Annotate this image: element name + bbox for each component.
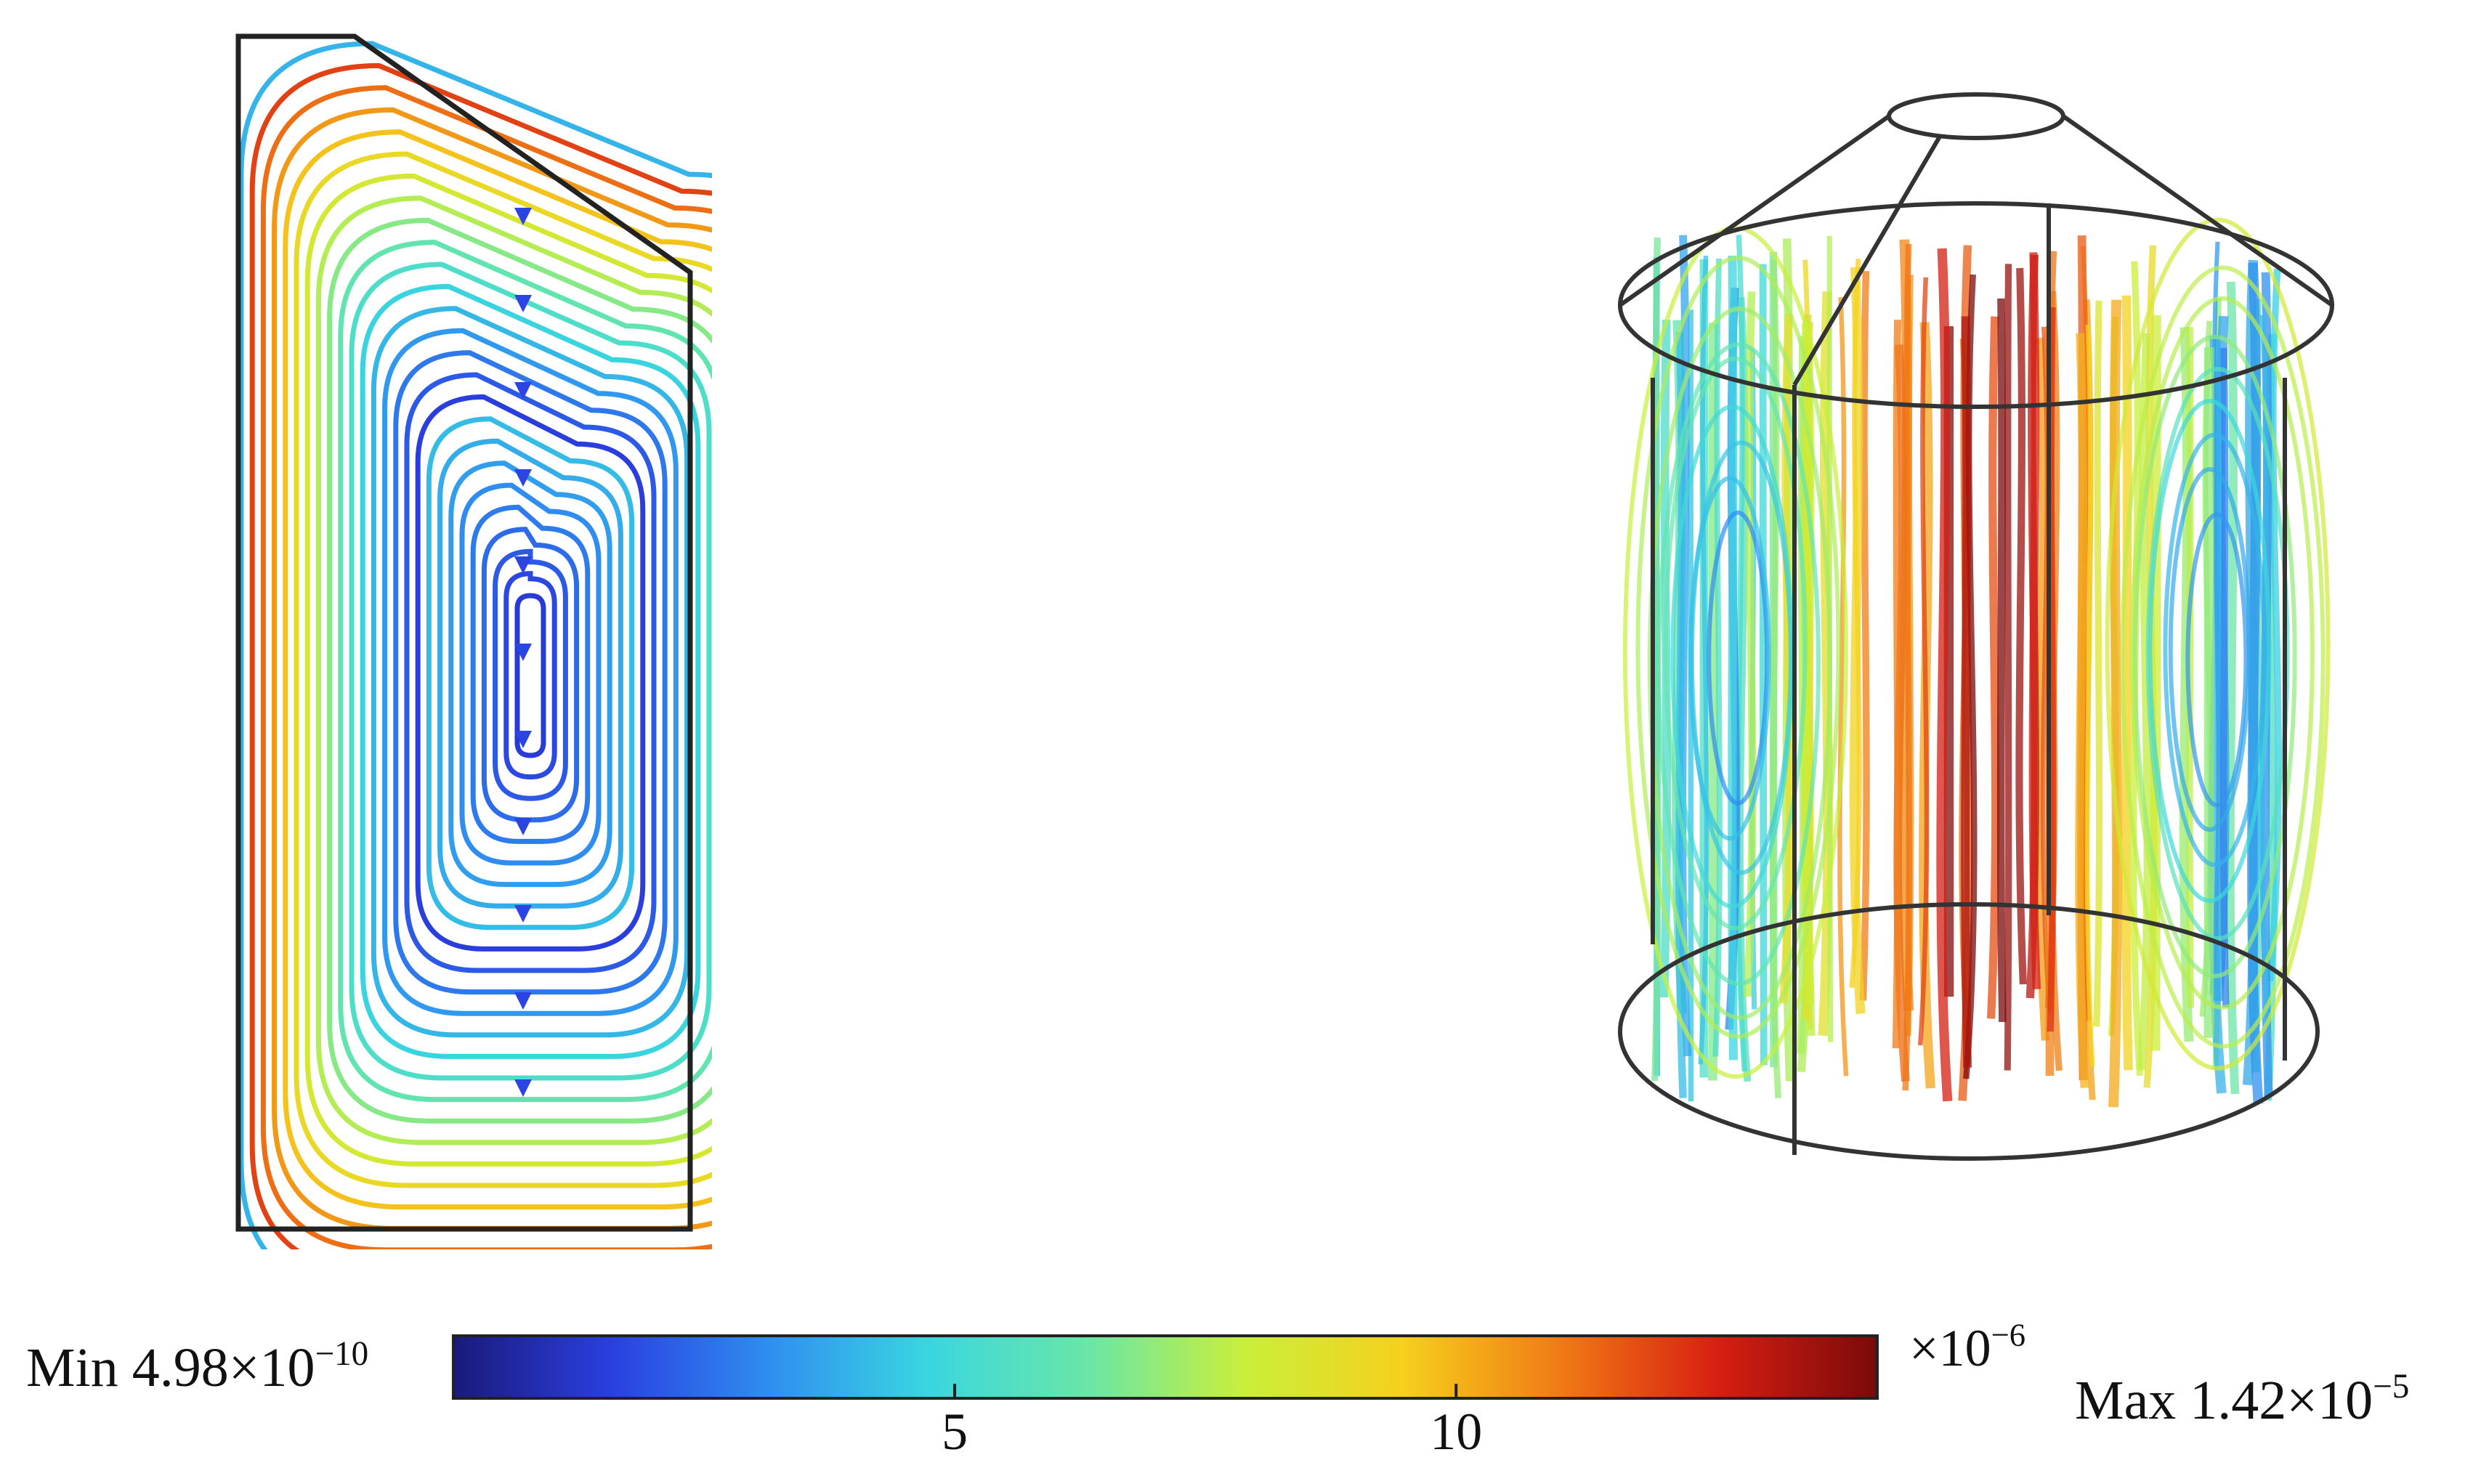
streamline-arrow: [514, 295, 532, 312]
colorbar-min-label: Min 4.98×10−10: [26, 1334, 369, 1398]
left-streamline: [448, 461, 612, 888]
streamline-arrow: [514, 644, 532, 661]
right-streamline: [2219, 347, 2230, 1008]
right-streamline: [2047, 307, 2057, 1032]
left-streamline: [514, 593, 546, 758]
right-streamline: [1735, 235, 1748, 1071]
streamline-arrow: [514, 992, 532, 1010]
cone-edge-left: [1619, 114, 1890, 307]
right-streamline: [2093, 300, 2103, 1027]
left-streamlines: [238, 41, 712, 1249]
right-streamline: [1902, 243, 1913, 1091]
right-streamline: [2015, 267, 2027, 985]
right-streamline: [1917, 277, 1930, 1046]
streamline-arrow: [514, 469, 532, 487]
right-vortex-loop: [1663, 356, 1808, 930]
left-streamline: [503, 571, 557, 780]
streamline-arrow: [514, 1079, 532, 1097]
left-streamline: [304, 173, 712, 1167]
right-streamline: [2267, 269, 2282, 982]
cone-edge-front: [1792, 135, 1942, 386]
left-streamline: [426, 416, 635, 930]
right-3d-cylinder-panel: [1618, 92, 2334, 1161]
right-vortex-loop: [2185, 512, 2249, 808]
left-streamline: [437, 438, 623, 909]
streamline-arrow: [514, 905, 532, 923]
right-streamline: [2028, 252, 2041, 989]
right-streamline: [2075, 333, 2089, 1088]
left-domain-outline: [235, 33, 693, 1232]
right-vortex-loop: [2145, 367, 2290, 941]
cylinder-top-ellipse: [1618, 201, 2334, 409]
left-streamline: [260, 85, 712, 1249]
right-streamlines: [1622, 217, 2331, 1108]
right-streamline: [2004, 264, 2012, 1071]
right-streamline: [1986, 316, 2000, 1019]
streamline-arrow: [514, 731, 532, 748]
left-streamline: [283, 129, 712, 1210]
cylinder-bottom-ellipse: [1618, 902, 2320, 1161]
right-vortex-loop: [1635, 255, 1841, 1039]
left-streamline: [415, 394, 646, 952]
left-streamline: [294, 151, 712, 1188]
left-streamline: [371, 306, 690, 1038]
right-vortex-loop: [2163, 432, 2267, 867]
right-streamline: [1779, 313, 1794, 1004]
left-streamline: [338, 240, 712, 1103]
streamline-arrow: [514, 818, 532, 835]
left-streamline: [382, 328, 679, 1016]
right-vortex-loop: [2168, 467, 2251, 832]
streamline-arrow: [514, 208, 532, 225]
cone-top-ellipse: [1887, 92, 2065, 140]
right-streamline: [2108, 299, 2122, 1108]
right-vortex-loop: [1670, 404, 1794, 909]
colorbar-tick-label-0: 5: [942, 1403, 968, 1461]
streamline-arrow: [514, 382, 532, 400]
right-streamline: [1859, 271, 1870, 1001]
right-streamline: [1743, 291, 1757, 997]
right-streamline: [1728, 255, 1739, 1061]
right-streamline: [2209, 241, 2221, 995]
colorbar-multiplier-label: ×10−6: [1909, 1316, 2026, 1377]
right-vortex-loop: [1656, 342, 1821, 986]
right-vortex-loop: [2129, 296, 2315, 1010]
right-streamline: [1936, 248, 1953, 1102]
colorbar: [452, 1334, 1879, 1400]
right-streamline: [2035, 337, 2049, 1041]
left-streamline: [327, 217, 712, 1124]
streamline-arrow: [514, 556, 532, 574]
right-streamline: [1769, 259, 1782, 1099]
left-streamline: [393, 350, 668, 995]
left-streamline: [459, 482, 602, 866]
right-streamline: [2084, 324, 2095, 1067]
colorbar-gradient: [452, 1334, 1879, 1400]
left-streamline: [470, 504, 591, 844]
colorbar-tick-marks: [953, 1384, 1458, 1398]
right-streamline: [1837, 297, 1849, 1076]
left-streamline: [249, 62, 712, 1249]
left-streamline: [238, 41, 712, 1249]
left-streamline: [493, 548, 568, 801]
right-vortex-loop: [1647, 307, 1832, 1021]
right-vortex-loop: [2120, 265, 2326, 1049]
right-vortex-loop: [2105, 217, 2331, 1071]
right-streamline: [1712, 258, 1723, 1057]
right-streamline: [1961, 316, 1972, 1068]
left-streamline-panel: [235, 33, 712, 1249]
left-streamline: [481, 527, 580, 823]
right-streamline: [1849, 267, 1866, 1015]
cone-edge-right: [2062, 114, 2334, 307]
left-streamline: [404, 372, 657, 973]
right-streamline: [1892, 320, 1902, 1049]
colorbar-tick-label-1: 10: [1430, 1403, 1483, 1461]
left-streamline: [349, 261, 712, 1081]
colorbar-max-label: Max 1.42×10−5: [2075, 1367, 2410, 1431]
cylinder-wireframe: [1618, 92, 2334, 1161]
right-vortex-loop: [2132, 334, 2297, 978]
right-streamline: [2225, 281, 2240, 1095]
left-streamline: [315, 195, 712, 1146]
